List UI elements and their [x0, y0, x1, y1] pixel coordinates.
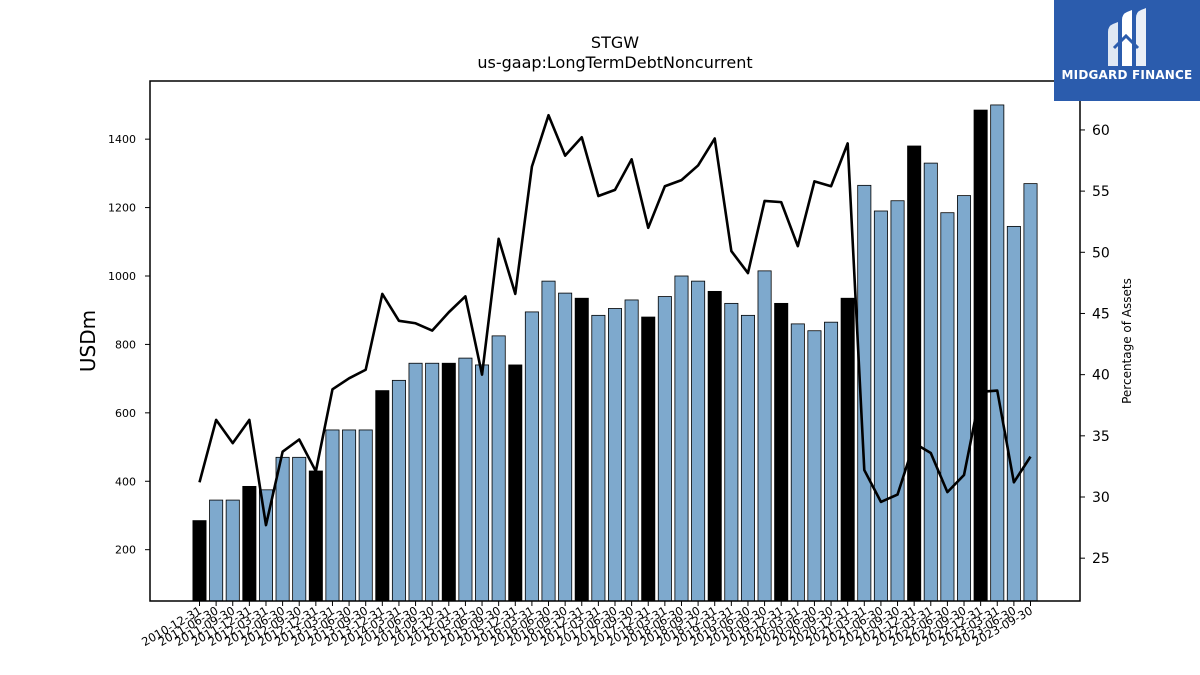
bar-2015-03-31 [458, 357, 473, 602]
bar-2012-09-30 [292, 456, 307, 602]
bar-2021-12-31 [907, 145, 922, 602]
y-right-tick-label: 40 [1092, 368, 1110, 384]
x-axis: 2010-12-312011-06-302011-09-302011-12-31… [139, 601, 1035, 649]
bar-2015-06-30 [475, 364, 490, 602]
bar-2021-09-30 [890, 200, 905, 602]
brand-logo: MIDGARD FINANCE [1054, 0, 1200, 101]
bar-2019-06-30 [740, 314, 755, 602]
bar-2023-03-31 [990, 104, 1005, 602]
y-axis-label-left: USDm [76, 310, 100, 372]
bar-2016-03-31 [524, 311, 539, 602]
bar-2023-09-30 [1023, 183, 1038, 602]
bar-2020-06-30 [807, 330, 822, 602]
bar-2019-09-30 [757, 270, 772, 602]
bar-2022-09-30 [957, 195, 972, 602]
bar-2014-12-31 [441, 362, 456, 602]
bar-2022-06-30 [940, 212, 955, 602]
y-tick-label: 800 [115, 338, 136, 351]
bar-2019-12-31 [774, 302, 789, 602]
bar-2023-06-30 [1006, 225, 1021, 602]
bar-2020-03-31 [790, 323, 805, 602]
y-right-tick-label: 45 [1092, 306, 1110, 322]
bar-2014-09-30 [425, 362, 440, 602]
bar-2017-09-30 [624, 299, 639, 602]
y-axis-right: 25 30 35 40 45 50 55 60 [1080, 123, 1110, 567]
logo-text: MIDGARD FINANCE [1061, 68, 1193, 82]
bar-2021-06-30 [873, 210, 888, 602]
line-series-percentage [198, 113, 1032, 527]
y-right-tick-label: 55 [1092, 184, 1110, 200]
bar-2016-12-31 [574, 297, 589, 602]
bar-2016-09-30 [558, 292, 573, 602]
bar-2018-03-31 [657, 296, 672, 602]
bar-2014-06-30 [408, 362, 423, 602]
bar-2020-09-30 [824, 321, 839, 602]
y-tick-label: 1000 [108, 270, 136, 283]
bar-2018-09-30 [691, 280, 706, 602]
y-tick-label: 200 [115, 544, 136, 557]
bar-2013-06-30 [342, 429, 357, 602]
bar-2011-06-30 [209, 499, 224, 602]
bar-2012-06-30 [275, 456, 290, 602]
bar-2010-12-31 [192, 520, 207, 602]
bar-2015-09-30 [491, 335, 506, 602]
bar-2022-12-31 [973, 109, 988, 602]
bar-2013-12-31 [375, 390, 390, 602]
bar-2015-12-31 [508, 364, 523, 602]
bar-2019-03-31 [724, 302, 739, 602]
bar-2016-06-30 [541, 280, 556, 602]
bar-2022-03-31 [923, 162, 938, 602]
y-tick-label: 600 [115, 407, 136, 420]
bar-2014-03-31 [391, 379, 406, 602]
logo-mark-icon [1108, 8, 1146, 66]
y-right-tick-label: 35 [1092, 429, 1110, 445]
y-tick-label: 1400 [108, 133, 136, 146]
y-tick-label: 400 [115, 475, 136, 488]
chart-subtitle: us-gaap:LongTermDebtNoncurrent [477, 53, 752, 72]
bar-2018-12-31 [707, 290, 722, 602]
bar-2018-06-30 [674, 275, 689, 602]
bar-2017-06-30 [608, 308, 623, 602]
y-right-tick-label: 25 [1092, 551, 1110, 567]
bar-2013-09-30 [358, 429, 373, 602]
y-right-tick-label: 30 [1092, 490, 1110, 506]
bar-2013-03-31 [325, 429, 340, 602]
bar-2012-12-31 [308, 470, 323, 602]
bar-2017-12-31 [641, 316, 656, 602]
bar-2011-12-31 [242, 485, 257, 602]
y-right-tick-label: 50 [1092, 245, 1110, 261]
bar-2020-12-31 [840, 297, 855, 602]
bar-2011-09-30 [225, 499, 240, 602]
bar-2017-03-31 [591, 314, 606, 602]
y-tick-label: 1200 [108, 202, 136, 215]
y-axis-left: 200 400 600 800 1000 1200 1400 [108, 133, 150, 557]
y-right-tick-label: 60 [1092, 123, 1110, 139]
line-group [198, 113, 1032, 527]
bar-group [192, 104, 1038, 602]
y-axis-label-right: Percentage of Assets [1120, 278, 1134, 404]
chart-title: STGW [591, 33, 639, 52]
